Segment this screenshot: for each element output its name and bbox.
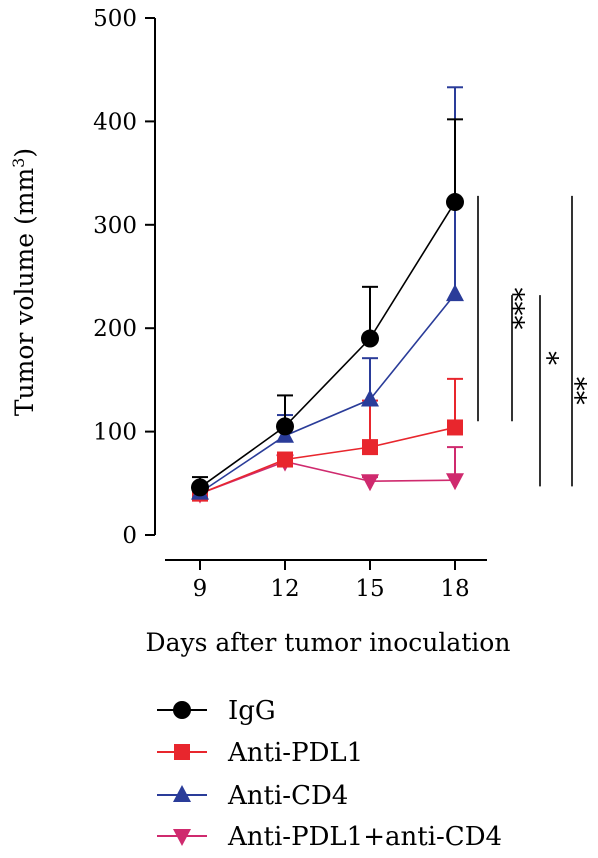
legend-entry: Anti-PDL1 <box>157 738 363 768</box>
data-point <box>446 193 464 212</box>
data-point <box>361 474 379 492</box>
legend-marker <box>173 829 191 846</box>
y-axis-title-main: Tumor volume (mm <box>10 168 39 417</box>
y-tick-label: 400 <box>93 109 137 135</box>
legend-entry: IgG <box>157 696 276 726</box>
y-tick-label: 300 <box>93 213 137 239</box>
y-tick-label: 200 <box>93 316 137 342</box>
x-tick-label: 9 <box>193 576 208 602</box>
significance-label: *** <box>591 320 598 362</box>
chart-series <box>191 86 464 504</box>
x-tick-label: 12 <box>270 576 299 602</box>
data-point <box>446 284 464 302</box>
legend-marker <box>173 785 191 802</box>
y-axis-title: Tumor volume (mm3) <box>9 148 39 416</box>
data-point <box>446 473 464 491</box>
data-point <box>447 419 463 436</box>
data-point <box>191 478 209 497</box>
significance-label: *** <box>497 288 530 330</box>
series-line <box>199 201 456 489</box>
series-Anti-PDL1 <box>192 377 463 502</box>
legend-label: IgG <box>228 696 276 726</box>
data-point <box>361 389 379 407</box>
y-axis-title-superscript: 3 <box>9 158 28 168</box>
series-line <box>199 426 456 495</box>
significance-brackets: ********* <box>477 195 598 487</box>
x-tick-label: 15 <box>355 576 384 602</box>
chart-legend: IgG Anti-PDL1 Anti-CD4 Anti-PDL1+anti-CD4 <box>157 696 502 852</box>
series-Anti-CD4 <box>191 86 464 500</box>
series-line <box>199 460 456 495</box>
x-axis-title: Days after tumor inoculation <box>146 628 511 657</box>
x-tick-label: 18 <box>440 576 469 602</box>
legend-entry: Anti-PDL1+anti-CD4 <box>157 822 502 852</box>
y-tick-label: 100 <box>93 420 137 446</box>
series-IgG <box>191 118 464 497</box>
legend-label: Anti-PDL1+anti-CD4 <box>227 822 502 852</box>
legend-marker <box>174 744 190 760</box>
series-line <box>199 293 456 494</box>
y-tick-label: 0 <box>122 523 137 549</box>
series-Anti-PDL1+anti-CD4 <box>191 446 464 504</box>
y-axis-title-close: ) <box>10 148 39 158</box>
legend-entry: Anti-CD4 <box>157 781 348 811</box>
significance-label: * <box>531 351 564 365</box>
data-point <box>362 439 378 456</box>
significance-label: ** <box>559 377 592 405</box>
data-point <box>276 417 294 436</box>
y-tick-label: 500 <box>93 6 137 32</box>
legend-label: Anti-CD4 <box>227 781 348 811</box>
data-point <box>277 451 293 468</box>
data-point <box>361 329 379 348</box>
legend-label: Anti-PDL1 <box>227 738 363 768</box>
chart-axes: 0 100 200 300 400 500 9 12 15 18 <box>93 6 487 602</box>
legend-marker <box>173 701 191 719</box>
